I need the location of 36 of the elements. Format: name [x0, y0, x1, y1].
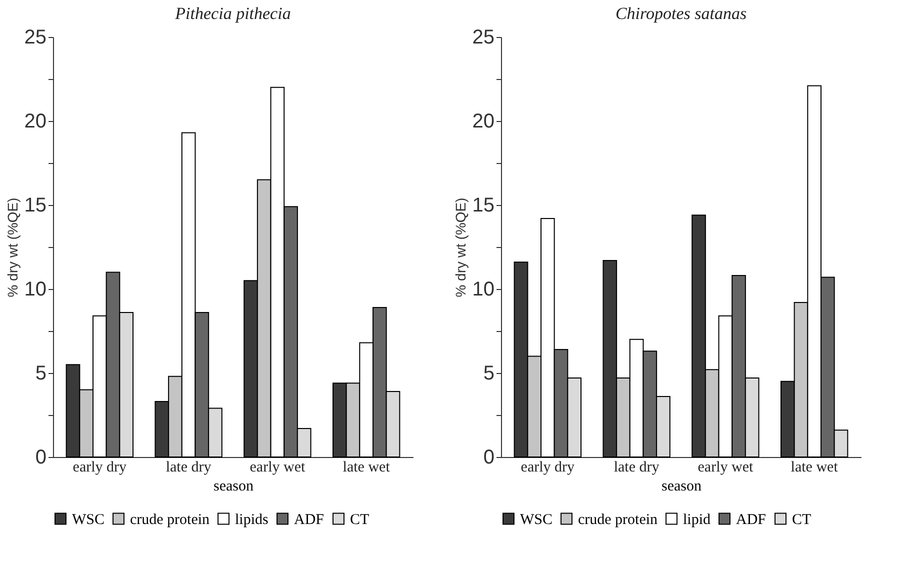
- y-tick-label: 0: [35, 446, 46, 468]
- x-tick-label: late dry: [614, 460, 660, 476]
- y-tick-label: 10: [24, 278, 46, 300]
- y-axis-title: % dry wt (%QE): [452, 198, 468, 298]
- chart-title: Pithecia pithecia: [174, 4, 291, 23]
- x-tick-label: late wet: [342, 460, 391, 476]
- legend-label: lipid: [683, 512, 711, 528]
- chart-title: Chiropotes satanas: [615, 4, 747, 23]
- legend-label: CT: [350, 512, 370, 528]
- y-tick-label: 15: [472, 194, 494, 216]
- x-axis-title: season: [214, 478, 254, 494]
- x-tick-label: early dry: [72, 460, 128, 476]
- legend-label: ADF: [736, 512, 766, 528]
- y-tick-label: 0: [483, 446, 494, 468]
- y-tick-label: 25: [24, 26, 46, 48]
- y-tick-label: 20: [24, 110, 46, 132]
- y-tick-label: 5: [35, 362, 46, 384]
- x-tick-label: early wet: [698, 460, 754, 476]
- legend-label: crude protein: [130, 512, 210, 528]
- legend-label: WSC: [520, 512, 553, 528]
- y-tick-label: 15: [24, 194, 46, 216]
- y-axis-title: % dry wt (%QE): [4, 198, 20, 298]
- y-tick-label: 25: [472, 26, 494, 48]
- legend-label: CT: [792, 512, 812, 528]
- x-tick-label: late wet: [790, 460, 839, 476]
- legend-label: lipids: [235, 512, 268, 528]
- y-tick-label: 10: [472, 278, 494, 300]
- x-tick-label: early dry: [520, 460, 576, 476]
- legend-label: ADF: [294, 512, 324, 528]
- y-tick-label: 20: [472, 110, 494, 132]
- y-tick-label: 5: [483, 362, 494, 384]
- x-tick-label: early wet: [250, 460, 306, 476]
- legend-label: crude protein: [578, 512, 658, 528]
- legend-label: WSC: [72, 512, 105, 528]
- x-tick-label: late dry: [166, 460, 212, 476]
- x-axis-title: season: [662, 478, 702, 494]
